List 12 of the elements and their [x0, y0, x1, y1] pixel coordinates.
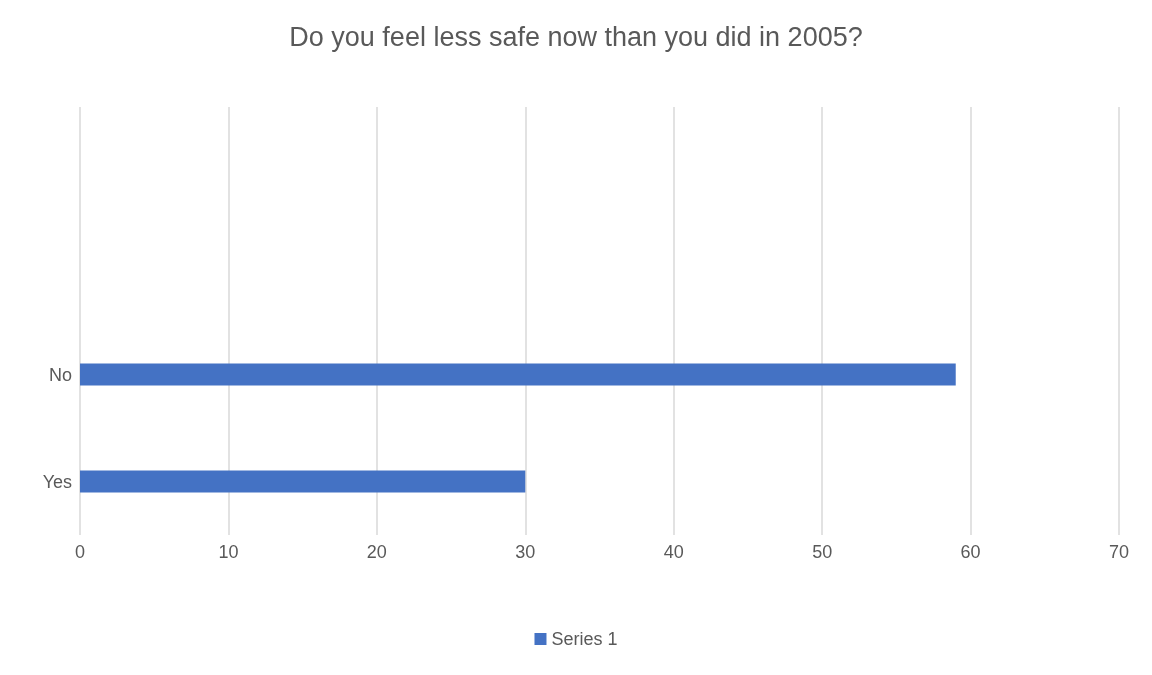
- legend-label: Series 1: [551, 629, 618, 649]
- x-tick-label: 40: [663, 542, 684, 562]
- x-tick-label: 20: [366, 542, 387, 562]
- chart-title: Do you feel less safe now than you did in 2005?: [289, 21, 863, 52]
- y-tick-label: No: [48, 364, 72, 385]
- x-tick-label: 60: [960, 542, 981, 562]
- x-tick-label: 0: [74, 542, 86, 562]
- x-tick-label: 70: [1108, 542, 1130, 562]
- x-tick-label: 50: [812, 542, 833, 562]
- x-tick-label: 10: [218, 542, 239, 562]
- x-tick-label: 30: [515, 542, 536, 562]
- y-tick-label: Yes: [42, 471, 72, 492]
